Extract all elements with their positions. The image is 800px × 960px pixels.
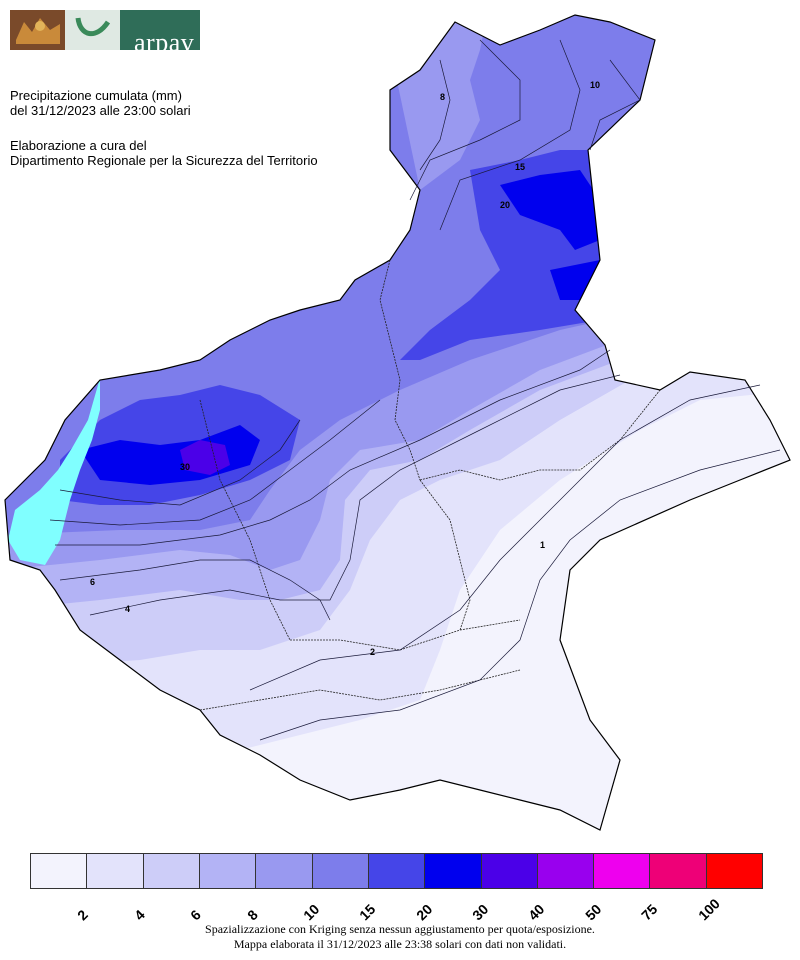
contour-label: 10 [590, 80, 600, 90]
precip-zone-30-40 [180, 440, 230, 475]
legend-swatch [368, 854, 426, 888]
legend-swatch [650, 854, 707, 888]
legend-tick-label: 2 [74, 906, 92, 924]
legend-swatch [199, 854, 257, 888]
credit-line2: Dipartimento Regionale per la Sicurezza … [10, 153, 318, 168]
credit-line1: Elaborazione a cura del [10, 138, 147, 153]
legend-tick-label: 20 [412, 900, 436, 924]
legend-swatch [706, 854, 763, 888]
legend-swatch [481, 854, 538, 888]
legend-swatch [425, 854, 482, 888]
legend-tick-label: 10 [299, 900, 323, 924]
contour-label: 20 [500, 200, 510, 210]
contour-label: 2 [370, 647, 375, 657]
legend-swatch [594, 854, 651, 888]
contour-label: 30 [180, 462, 190, 472]
lake-garda [8, 378, 100, 565]
legend-swatch [312, 854, 369, 888]
footer-line2: Mappa elaborata il 31/12/2023 alle 23:38… [233, 937, 567, 951]
arpav-logo: arpav [10, 10, 200, 57]
contour-label: 15 [515, 162, 525, 172]
legend-tick-label: 50 [581, 900, 605, 924]
legend-tick-label: 75 [638, 900, 661, 924]
contour-label: 4 [125, 604, 130, 614]
logo-text: arpav [134, 28, 195, 57]
legend-swatch [31, 854, 88, 888]
legend-swatch [143, 854, 200, 888]
contour-label: 6 [90, 577, 95, 587]
legend-tick-label: 4 [130, 906, 148, 924]
footer-line1: Spazializzazione con Kriging senza nessu… [205, 922, 595, 936]
precipitation-map: 8 10 15 20 30 6 4 2 1 [4, 14, 791, 831]
region-boundary [4, 14, 791, 831]
legend-tick-label: 40 [525, 900, 548, 924]
map-title-line1: Precipitazione cumulata (mm) [10, 88, 182, 103]
map-title-line2: del 31/12/2023 alle 23:00 solari [10, 103, 191, 118]
legend-tick-label: 6 [187, 906, 204, 924]
color-legend [30, 853, 763, 889]
contour-labels: 8 10 15 20 30 6 4 2 1 [90, 80, 600, 657]
precip-zone-20-30 [500, 170, 600, 250]
legend-swatch [87, 854, 144, 888]
legend-tick-label: 100 [694, 895, 723, 924]
legend-tick-label: 8 [243, 906, 261, 924]
contour-label: 1 [540, 540, 545, 550]
legend-tick-label: 30 [469, 900, 492, 924]
contour-lines [49, 39, 781, 741]
legend-swatch [537, 854, 595, 888]
legend-tick-label: 15 [356, 900, 379, 924]
contour-label: 8 [440, 92, 445, 102]
legend-swatch [256, 854, 313, 888]
